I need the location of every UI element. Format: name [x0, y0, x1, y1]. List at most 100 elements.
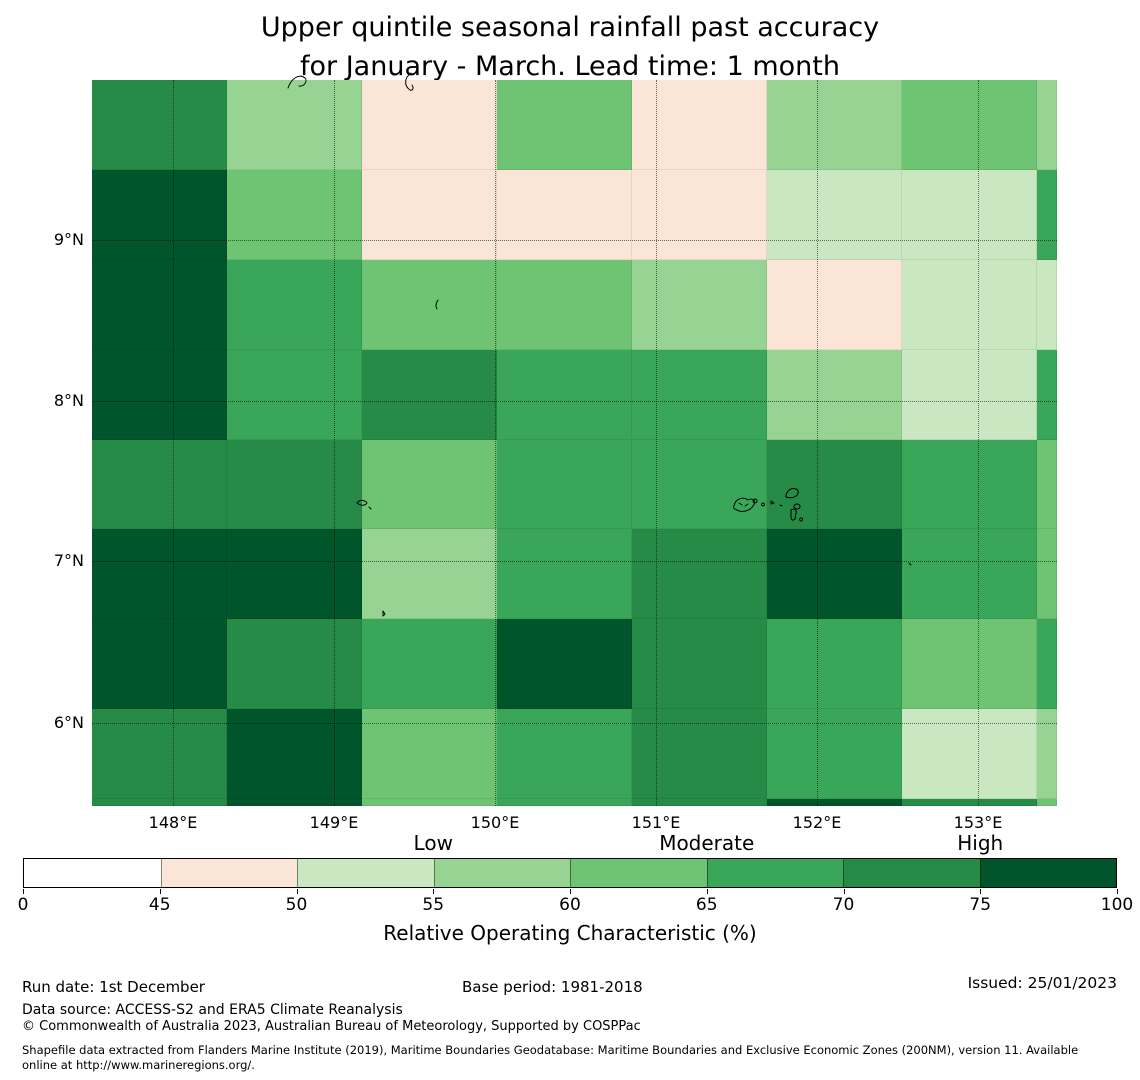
- heatmap-cell: [92, 350, 227, 440]
- base-period-text: Base period: 1981-2018: [462, 978, 643, 996]
- colorbar-zone-label: Moderate: [659, 831, 755, 855]
- colorbar-segment: [979, 859, 1116, 887]
- colorbar: [23, 858, 1117, 888]
- heatmap-cell: [362, 619, 497, 709]
- colorbar-tick-label: 100: [1100, 895, 1134, 915]
- colorbar-segment: [706, 859, 843, 887]
- colorbar-segment: [433, 859, 570, 887]
- heatmap-cell: [1037, 529, 1057, 619]
- y-tick-label: 8°N: [53, 391, 84, 410]
- heatmap-cell: [632, 170, 767, 260]
- heatmap-cell: [902, 529, 1037, 619]
- heatmap-cell: [902, 350, 1037, 440]
- y-tick-label: 6°N: [53, 713, 84, 732]
- heatmap-cell: [497, 799, 632, 806]
- vertical-gridline: [656, 80, 657, 806]
- chart-title-line2: for January - March. Lead time: 1 month: [300, 51, 840, 82]
- x-tick-label: 153°E: [953, 813, 1003, 832]
- heatmap-cell: [902, 619, 1037, 709]
- x-tick-label: 151°E: [631, 813, 681, 832]
- heatmap-cell: [227, 170, 362, 260]
- x-tick-label: 149°E: [309, 813, 359, 832]
- heatmap-cell: [902, 799, 1037, 806]
- heatmap-cell: [227, 440, 362, 529]
- heatmap-cell: [632, 350, 767, 440]
- colorbar-tick-mark: [570, 889, 571, 894]
- run-date-text: Run date: 1st December: [22, 978, 205, 996]
- heatmap-cell: [1037, 80, 1057, 170]
- heatmap-cell: [902, 709, 1037, 799]
- colorbar-tick-mark: [296, 889, 298, 894]
- heatmap-cell: [767, 350, 902, 440]
- heatmap-cell: [362, 440, 497, 529]
- heatmap-cell: [227, 619, 362, 709]
- heatmap-cell: [1037, 709, 1057, 799]
- colorbar-segment: [160, 859, 297, 887]
- chart-title: Upper quintile seasonal rainfall past ac…: [0, 8, 1140, 86]
- horizontal-gridline: [92, 240, 1057, 241]
- heatmap-cell: [227, 799, 362, 806]
- vertical-gridline: [334, 80, 335, 806]
- heatmap-cell: [227, 709, 362, 799]
- heatmap-cell: [92, 170, 227, 260]
- heatmap-cell: [767, 260, 902, 350]
- colorbar-tick-label: 65: [695, 895, 718, 915]
- heatmap-cell: [497, 619, 632, 709]
- colorbar-tick-mark: [980, 889, 982, 894]
- heatmap-cell: [1037, 619, 1057, 709]
- heatmap-cell: [92, 260, 227, 350]
- horizontal-gridline: [92, 561, 1057, 562]
- heatmap-cell: [902, 80, 1037, 170]
- heatmap-cell: [767, 529, 902, 619]
- heatmap-cell: [497, 170, 632, 260]
- heatmap-cell: [902, 440, 1037, 529]
- heatmap-cell: [92, 529, 227, 619]
- heatmap-cell: [632, 80, 767, 170]
- heatmap-cell: [92, 619, 227, 709]
- heatmap-cell: [767, 80, 902, 170]
- heatmap-cell: [92, 709, 227, 799]
- vertical-gridline: [978, 80, 979, 806]
- heatmap-cell: [362, 260, 497, 350]
- colorbar-tick-label: 50: [285, 895, 308, 915]
- heatmap-cell: [92, 80, 227, 170]
- colorbar-tick-mark: [843, 889, 845, 894]
- heatmap-cell: [767, 799, 902, 806]
- colorbar-tick-mark: [23, 889, 24, 894]
- colorbar-zone-label: Low: [413, 831, 453, 855]
- heatmap-cell: [1037, 799, 1057, 806]
- shapefile-attribution-line2: online at http://www.marineregions.org/.: [22, 1058, 255, 1072]
- heatmap-cell: [1037, 260, 1057, 350]
- heatmap-cell: [632, 529, 767, 619]
- copyright-text: © Commonwealth of Australia 2023, Austra…: [22, 1019, 641, 1034]
- chart-title-line1: Upper quintile seasonal rainfall past ac…: [260, 12, 880, 43]
- heatmap-cell: [497, 350, 632, 440]
- colorbar-tick-label: 75: [969, 895, 992, 915]
- x-tick-label: 152°E: [792, 813, 842, 832]
- issued-date-text: Issued: 25/01/2023: [967, 974, 1117, 992]
- heatmap-cell: [767, 440, 902, 529]
- heatmap-cell: [497, 80, 632, 170]
- heatmap-cell: [497, 709, 632, 799]
- vertical-gridline: [173, 80, 174, 806]
- heatmap-cell: [767, 709, 902, 799]
- heatmap-cell: [1037, 350, 1057, 440]
- y-tick-label: 7°N: [53, 551, 84, 570]
- colorbar-tick-mark: [706, 889, 708, 894]
- map-plot-area: [92, 80, 1057, 806]
- heatmap-cell: [227, 529, 362, 619]
- heatmap-cell: [632, 619, 767, 709]
- y-tick-label: 9°N: [53, 230, 84, 249]
- heatmap-cell: [362, 709, 497, 799]
- colorbar-tick-mark: [159, 889, 161, 894]
- colorbar-tick-label: 55: [422, 895, 445, 915]
- colorbar-segment: [843, 859, 980, 887]
- shapefile-attribution-line1: Shapefile data extracted from Flanders M…: [22, 1043, 1079, 1057]
- colorbar-tick-mark: [433, 889, 435, 894]
- heatmap-cell: [767, 619, 902, 709]
- heatmap-cell: [362, 529, 497, 619]
- heatmap-cell: [902, 170, 1037, 260]
- heatmap-cell: [632, 260, 767, 350]
- heatmap-cell: [632, 440, 767, 529]
